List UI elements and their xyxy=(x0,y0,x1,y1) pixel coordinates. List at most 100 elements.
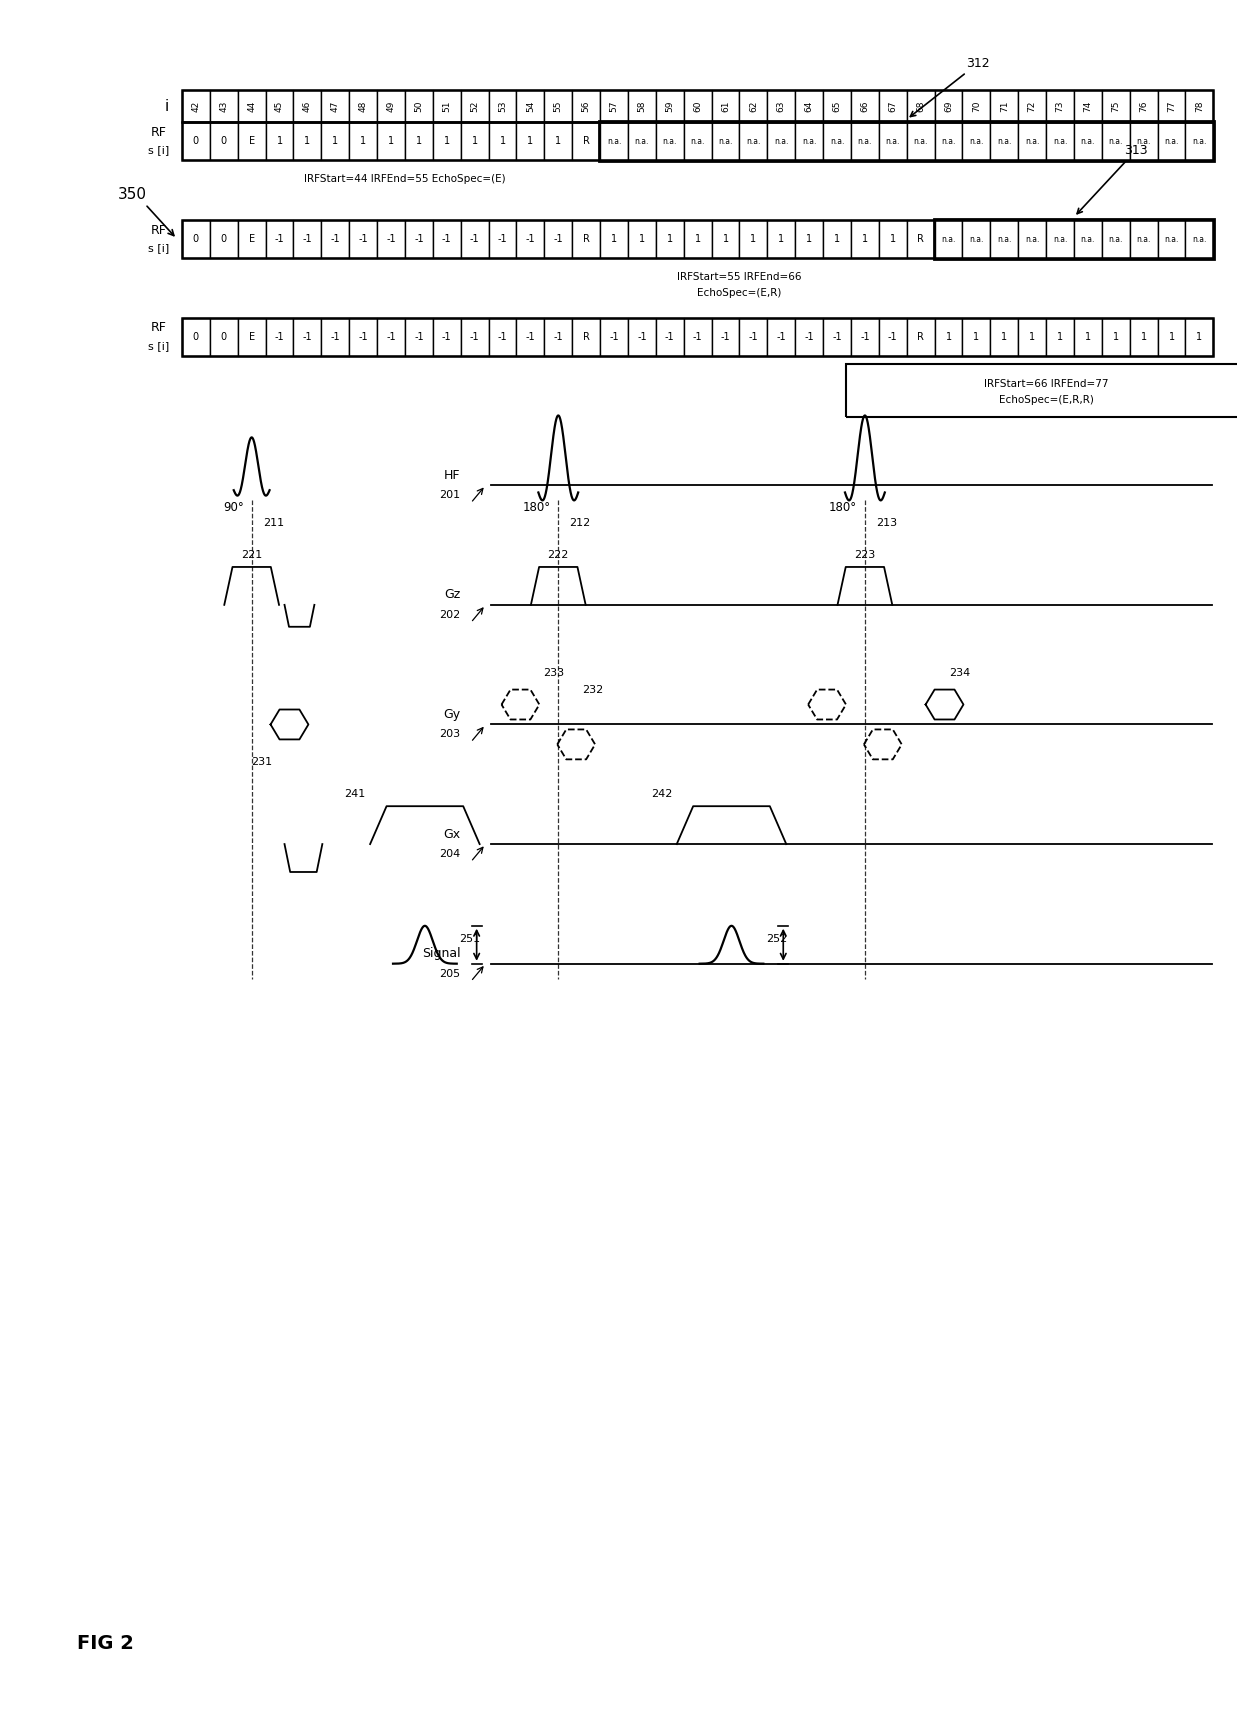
Bar xyxy=(433,90,461,123)
Text: 1: 1 xyxy=(639,234,645,245)
Text: 233: 233 xyxy=(543,668,564,677)
Bar xyxy=(1102,90,1130,123)
Text: -1: -1 xyxy=(553,234,563,245)
Bar xyxy=(712,90,739,123)
Text: -1: -1 xyxy=(609,332,619,342)
Bar xyxy=(768,90,795,123)
Bar xyxy=(656,90,683,123)
Text: s [i]: s [i] xyxy=(149,243,170,253)
Text: IRFStart=55 IRFEnd=66: IRFStart=55 IRFEnd=66 xyxy=(677,273,802,281)
Text: 71: 71 xyxy=(999,101,1009,113)
Text: Gz: Gz xyxy=(444,589,461,601)
Text: 1: 1 xyxy=(500,137,506,146)
Text: 68: 68 xyxy=(916,101,925,113)
Text: n.a.: n.a. xyxy=(691,137,704,146)
Text: 1: 1 xyxy=(1141,332,1147,342)
Text: 61: 61 xyxy=(720,101,730,113)
Bar xyxy=(238,90,265,123)
Bar xyxy=(210,318,238,356)
Text: 241: 241 xyxy=(345,790,366,799)
Bar xyxy=(461,123,489,160)
Text: -1: -1 xyxy=(441,234,451,245)
Bar xyxy=(1102,318,1130,356)
Bar xyxy=(572,90,600,123)
Text: 0: 0 xyxy=(193,137,198,146)
Text: 50: 50 xyxy=(414,101,423,113)
Bar xyxy=(377,220,405,259)
Text: -1: -1 xyxy=(665,332,675,342)
Bar xyxy=(238,220,265,259)
Text: s [i]: s [i] xyxy=(149,146,170,155)
Text: 62: 62 xyxy=(749,101,758,113)
Text: 52: 52 xyxy=(470,101,479,113)
Bar xyxy=(265,90,294,123)
Text: 1: 1 xyxy=(835,234,839,245)
Text: 47: 47 xyxy=(331,101,340,113)
Text: n.a.: n.a. xyxy=(662,137,677,146)
Bar xyxy=(1185,90,1213,123)
Bar xyxy=(600,123,627,160)
Text: -1: -1 xyxy=(693,332,703,342)
Text: -1: -1 xyxy=(358,234,368,245)
Text: R: R xyxy=(583,332,589,342)
Bar xyxy=(906,318,935,356)
Text: 213: 213 xyxy=(877,517,898,528)
Bar xyxy=(321,90,350,123)
Text: 204: 204 xyxy=(439,849,461,859)
Text: 1: 1 xyxy=(723,234,729,245)
Text: 56: 56 xyxy=(582,101,590,113)
Text: 180°: 180° xyxy=(522,500,551,514)
Bar xyxy=(991,123,1018,160)
Bar xyxy=(935,90,962,123)
Text: 75: 75 xyxy=(1111,101,1120,113)
Text: -1: -1 xyxy=(358,332,368,342)
Bar xyxy=(656,123,683,160)
Text: -1: -1 xyxy=(386,234,396,245)
Bar xyxy=(182,90,1213,123)
Bar xyxy=(517,220,544,259)
Bar xyxy=(350,220,377,259)
Bar xyxy=(321,123,350,160)
Bar xyxy=(627,318,656,356)
Text: 43: 43 xyxy=(219,101,228,113)
Text: 1: 1 xyxy=(890,234,895,245)
Bar xyxy=(935,123,962,160)
Text: -1: -1 xyxy=(749,332,758,342)
Bar xyxy=(991,90,1018,123)
Text: n.a.: n.a. xyxy=(914,137,928,146)
Text: 59: 59 xyxy=(666,101,675,113)
Text: 63: 63 xyxy=(776,101,786,113)
Text: 90°: 90° xyxy=(223,500,244,514)
Text: -1: -1 xyxy=(526,332,536,342)
Text: 1: 1 xyxy=(611,234,618,245)
Bar xyxy=(795,123,823,160)
Text: -1: -1 xyxy=(861,332,869,342)
Text: 1: 1 xyxy=(945,332,951,342)
Text: 0: 0 xyxy=(193,332,198,342)
Text: -1: -1 xyxy=(497,234,507,245)
Text: -1: -1 xyxy=(553,332,563,342)
Bar xyxy=(906,220,935,259)
Bar xyxy=(350,123,377,160)
Bar xyxy=(238,123,265,160)
Text: 231: 231 xyxy=(250,757,272,767)
Bar xyxy=(600,220,627,259)
Text: RF: RF xyxy=(151,127,167,139)
Bar xyxy=(851,90,879,123)
Text: 1: 1 xyxy=(1001,332,1007,342)
Bar xyxy=(433,318,461,356)
Bar xyxy=(1185,318,1213,356)
Text: EchoSpec=(E,R,R): EchoSpec=(E,R,R) xyxy=(998,394,1094,404)
Bar xyxy=(739,318,768,356)
Text: 242: 242 xyxy=(651,790,672,799)
Bar xyxy=(1158,90,1185,123)
Text: R: R xyxy=(583,137,589,146)
Text: 203: 203 xyxy=(440,729,461,740)
Text: n.a.: n.a. xyxy=(606,137,621,146)
Bar xyxy=(656,318,683,356)
Text: -1: -1 xyxy=(470,234,480,245)
Bar xyxy=(294,123,321,160)
Bar xyxy=(683,220,712,259)
Bar xyxy=(210,90,238,123)
Text: 223: 223 xyxy=(854,550,875,561)
